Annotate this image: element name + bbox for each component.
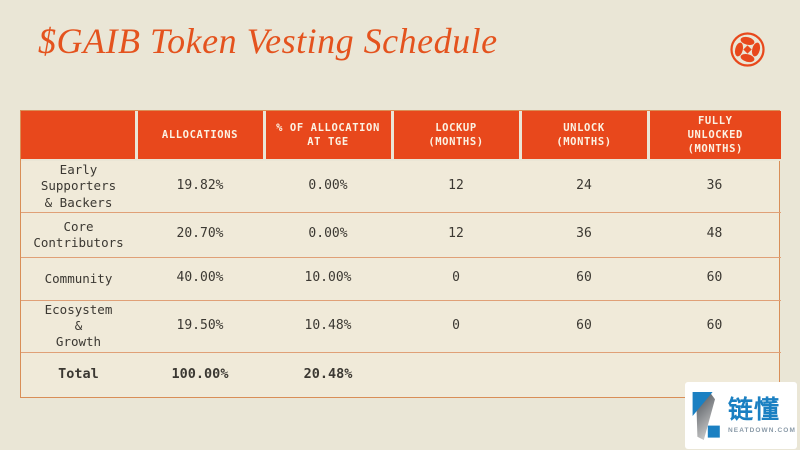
table-row-core-contributors: Core Contributors 20.70% 0.00% 12 36 48 xyxy=(21,212,781,258)
coin-flower-icon xyxy=(729,31,766,68)
neatdown-l-icon xyxy=(691,388,723,444)
watermark-brand-name: 链懂 xyxy=(728,396,781,425)
vesting-table: ALLOCATIONS % OF ALLOCATION AT TGE LOCKU… xyxy=(20,110,781,398)
cell-allocation: 100.00% xyxy=(171,365,229,382)
cell-tge: 20.48% xyxy=(303,365,353,382)
cell-lockup: 0 xyxy=(452,270,460,286)
row-label: Ecosystem & Growth xyxy=(44,301,113,350)
cell-unlock: 24 xyxy=(576,177,592,193)
cell-unlock: 60 xyxy=(576,317,592,333)
cell-tge: 0.00% xyxy=(308,177,348,193)
cell-lockup: 12 xyxy=(448,226,464,242)
cell-allocation: 20.70% xyxy=(176,226,224,242)
table-row-ecosystem-growth: Ecosystem & Growth 19.50% 10.48% 0 60 60 xyxy=(21,300,781,352)
row-label: Community xyxy=(44,270,113,286)
cell-unlock xyxy=(520,352,648,397)
table-row-early-supporters: Early Supporters & Backers 19.82% 0.00% … xyxy=(21,160,781,213)
cell-tge: 10.00% xyxy=(304,270,352,286)
page-title: $GAIB Token Vesting Schedule xyxy=(38,21,498,61)
cell-fully-unlocked: 60 xyxy=(706,317,723,333)
cell-fully-unlocked: 36 xyxy=(706,177,723,193)
cell-allocation: 19.82% xyxy=(176,177,224,193)
watermark-domain: NEATDOWN.COM xyxy=(728,426,796,434)
cell-unlock: 36 xyxy=(576,226,592,242)
watermark-card: 链懂 NEATDOWN.COM xyxy=(685,382,797,449)
cell-lockup xyxy=(392,352,520,397)
cell-fully-unlocked: 48 xyxy=(706,226,723,242)
cell-fully-unlocked: 60 xyxy=(706,270,723,286)
col-header-fully-unlocked: FULLY UNLOCKED (MONTHS) xyxy=(646,111,781,161)
cell-allocation: 19.50% xyxy=(176,317,224,333)
table-row-total: Total 100.00% 20.48% xyxy=(21,352,781,397)
cell-unlock: 60 xyxy=(576,270,592,286)
table-header-row: ALLOCATIONS % OF ALLOCATION AT TGE LOCKU… xyxy=(21,111,781,161)
cell-allocation: 40.00% xyxy=(176,270,224,286)
cell-tge: 0.00% xyxy=(308,226,348,242)
col-header-lockup: LOCKUP (MONTHS) xyxy=(390,111,520,161)
row-label: Core Contributors xyxy=(33,218,124,250)
cell-lockup: 0 xyxy=(452,317,460,333)
cell-tge: 10.48% xyxy=(304,317,352,333)
row-label: Total xyxy=(58,365,99,382)
row-label: Early Supporters & Backers xyxy=(40,162,117,210)
col-header-category xyxy=(21,111,136,161)
col-header-unlock: UNLOCK (MONTHS) xyxy=(518,111,648,161)
table-row-community: Community 40.00% 10.00% 0 60 60 xyxy=(21,257,781,301)
cell-lockup: 12 xyxy=(448,177,464,193)
col-header-tge: % OF ALLOCATION AT TGE xyxy=(262,111,392,161)
col-header-allocations: ALLOCATIONS xyxy=(134,111,264,161)
